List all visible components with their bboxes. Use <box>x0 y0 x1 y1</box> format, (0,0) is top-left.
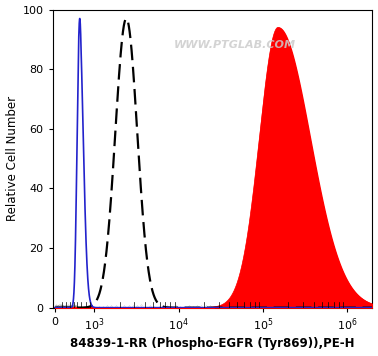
X-axis label: 84839-1-RR (Phospho-EGFR (Tyr869)),PE-H: 84839-1-RR (Phospho-EGFR (Tyr869)),PE-H <box>70 337 355 350</box>
Text: WWW.PTGLAB.COM: WWW.PTGLAB.COM <box>174 40 296 50</box>
Y-axis label: Relative Cell Number: Relative Cell Number <box>6 96 19 221</box>
